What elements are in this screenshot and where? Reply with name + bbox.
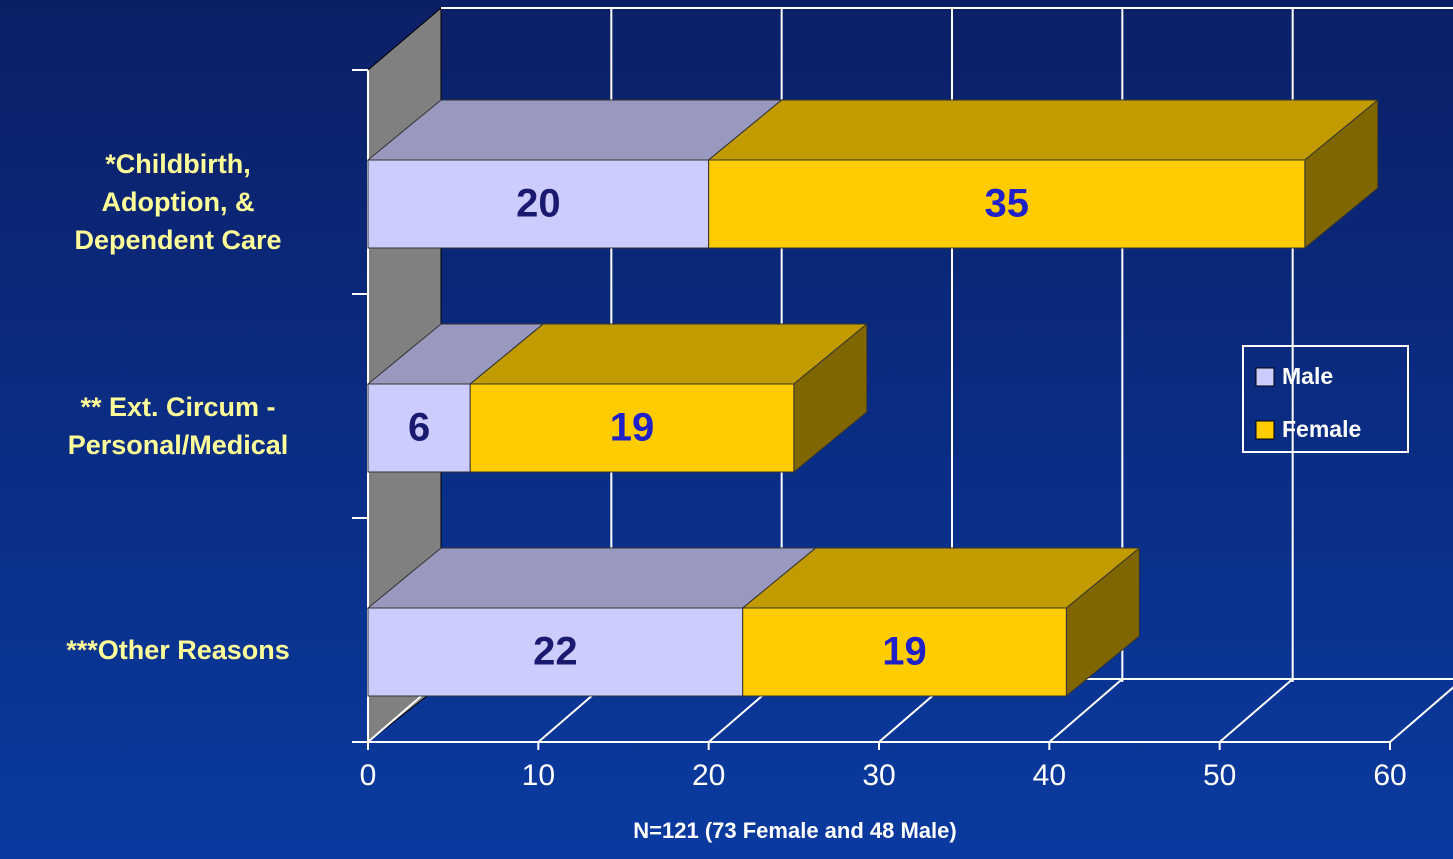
legend: Male Female <box>1242 345 1409 453</box>
legend-box <box>1242 345 1409 453</box>
category-label: Personal/Medical <box>68 430 289 460</box>
legend-label: Female <box>1282 416 1361 442</box>
legend-swatch <box>1255 367 1275 387</box>
x-tick-label: 50 <box>1203 759 1236 792</box>
x-tick-label: 30 <box>862 759 895 792</box>
x-axis-label: N=121 (73 Female and 48 Male) <box>633 818 956 843</box>
x-tick-label: 40 <box>1033 759 1066 792</box>
value-label: 35 <box>985 182 1030 226</box>
value-label: 22 <box>533 630 578 674</box>
bar-top <box>707 99 1380 161</box>
category-label: Adoption, & <box>102 187 255 217</box>
floor-line <box>1048 678 1123 743</box>
category-label: ** Ext. Circum - <box>80 392 275 422</box>
category-label: *Childbirth, <box>105 149 250 179</box>
floor-line <box>1389 686 1453 743</box>
floor-line <box>1219 678 1294 743</box>
category-label: ***Other Reasons <box>66 635 290 665</box>
x-tick-label: 60 <box>1373 759 1406 792</box>
bar-top <box>366 547 818 609</box>
value-label: 6 <box>408 406 430 450</box>
bar <box>367 383 471 473</box>
bar <box>367 607 744 697</box>
x-tick-label: 10 <box>522 759 555 792</box>
x-tick-label: 20 <box>692 759 725 792</box>
value-label: 19 <box>882 630 927 674</box>
legend-label: Male <box>1282 363 1333 389</box>
bar <box>367 159 710 249</box>
value-label: 19 <box>610 406 655 450</box>
legend-swatch <box>1255 420 1275 440</box>
value-label: 20 <box>516 182 561 226</box>
bar <box>708 159 1306 249</box>
category-label: Dependent Care <box>74 225 281 255</box>
bar <box>469 383 795 473</box>
x-tick-label: 0 <box>360 759 377 792</box>
bar <box>742 607 1067 697</box>
